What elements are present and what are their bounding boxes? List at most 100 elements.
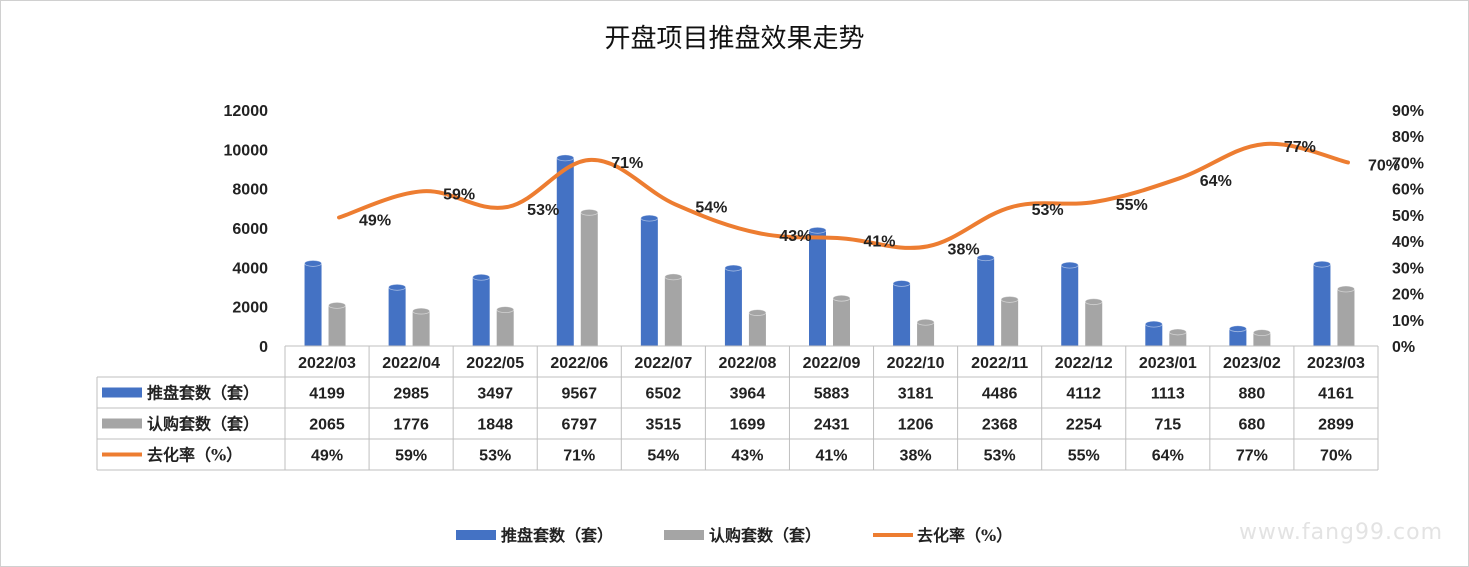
table-legend-key: [102, 387, 142, 398]
y2-tick-label: 20%: [1392, 287, 1424, 304]
bar-supply: [1313, 264, 1331, 346]
x-tick-label: 2022/06: [550, 355, 608, 372]
bar-subscribe-cap: [916, 318, 935, 326]
bar-supply: [472, 277, 490, 346]
bar-supply: [640, 218, 658, 346]
rate-data-label: 64%: [1200, 173, 1232, 190]
bar-subscribe-cap: [412, 307, 431, 315]
table-cell: 1776: [393, 417, 429, 434]
table-cell: 6797: [561, 417, 597, 434]
bar-subscribe: [917, 322, 935, 346]
table-cell: 54%: [647, 448, 679, 465]
x-tick-label: 2022/03: [298, 355, 356, 372]
rate-data-label: 71%: [611, 155, 643, 172]
rate-data-label: 77%: [1284, 139, 1316, 156]
x-tick-label: 2023/01: [1139, 355, 1197, 372]
y-tick-label: 6000: [232, 221, 268, 238]
bar-subscribe: [833, 298, 850, 346]
bar-supply: [893, 283, 911, 346]
chart-title: 开盘项目推盘效果走势: [604, 24, 865, 54]
table-cell: 2985: [393, 386, 429, 403]
table-cell: 49%: [311, 448, 343, 465]
table-cell: 38%: [900, 448, 932, 465]
bar-supply: [1061, 265, 1079, 346]
rate-data-label: 43%: [779, 228, 811, 245]
table-cell: 1848: [477, 417, 513, 434]
table-cell: 2065: [309, 417, 345, 434]
bar-subscribe-cap: [496, 306, 515, 314]
x-tick-label: 2022/11: [971, 355, 1028, 372]
y2-tick-label: 40%: [1392, 234, 1424, 251]
bar-subscribe: [1337, 288, 1355, 346]
bar-supply-cap: [1060, 261, 1079, 269]
y2-tick-label: 30%: [1392, 260, 1424, 277]
bar-supply: [556, 157, 574, 346]
table-row-label: 推盘套数（套）: [147, 384, 259, 403]
bar-supply: [304, 263, 322, 346]
table-row-label: 认购套数（套）: [147, 415, 259, 434]
bar-subscribe: [496, 309, 514, 346]
table-cell: 59%: [395, 448, 427, 465]
bar-subscribe-cap: [748, 309, 767, 316]
x-tick-label: 2022/08: [719, 355, 777, 372]
y-tick-label: 12000: [224, 103, 269, 120]
bar-supply-cap: [388, 283, 407, 291]
bar-subscribe: [1169, 331, 1187, 346]
bar-supply-cap: [1144, 320, 1163, 328]
bar-subscribe-cap: [328, 301, 346, 309]
bar-supply-cap: [1228, 325, 1247, 333]
legend-key-subscribe: [664, 530, 704, 540]
y-tick-label: 2000: [232, 300, 268, 317]
bar-subscribe-cap: [1168, 328, 1187, 336]
table-cell: 4486: [982, 386, 1018, 403]
bar-subscribe: [664, 276, 682, 346]
table-cell: 3515: [646, 417, 682, 434]
y2-tick-label: 0%: [1392, 339, 1415, 356]
bar-subscribe: [748, 312, 766, 346]
table-cell: 70%: [1320, 448, 1352, 465]
bar-supply-cap: [976, 254, 995, 262]
table-cell: 1113: [1151, 386, 1185, 403]
bar-subscribe-cap: [1337, 285, 1355, 293]
legend-label-supply: 推盘套数（套）: [501, 526, 613, 545]
y2-tick-label: 60%: [1392, 182, 1424, 199]
table-row-label: 去化率（%）: [147, 446, 242, 465]
table-cell: 6502: [646, 386, 682, 403]
legend-label-rate: 去化率（%）: [917, 526, 1012, 545]
bar-subscribe-cap: [1084, 298, 1103, 306]
y-tick-label: 10000: [224, 142, 269, 159]
bar-subscribe: [1253, 332, 1271, 346]
bar-subscribe-cap: [1000, 296, 1019, 303]
table-cell: 9567: [561, 386, 597, 403]
x-tick-label: 2023/03: [1307, 355, 1365, 372]
table-cell: 2899: [1318, 417, 1354, 434]
table-cell: 53%: [479, 448, 511, 465]
bar-supply-cap: [556, 154, 575, 162]
bar-subscribe: [580, 212, 598, 346]
table-cell: 2431: [814, 417, 850, 434]
rate-data-label: 54%: [695, 199, 727, 216]
table-cell: 715: [1154, 417, 1181, 434]
rate-data-label: 59%: [443, 186, 475, 203]
table-cell: 5883: [814, 386, 850, 403]
table-cell: 4199: [309, 386, 345, 403]
bar-supply: [388, 287, 406, 346]
bar-subscribe: [1001, 299, 1019, 346]
bar-supply-cap: [1313, 260, 1331, 268]
table-cell: 3964: [730, 386, 766, 403]
bar-supply: [1145, 324, 1163, 346]
rate-data-label: 53%: [1032, 202, 1064, 219]
bar-supply-cap: [808, 226, 827, 234]
bar-supply-cap: [304, 260, 322, 267]
bar-subscribe: [412, 311, 430, 346]
bar-supply: [977, 257, 995, 346]
table-cell: 41%: [815, 448, 847, 465]
x-tick-label: 2022/04: [382, 355, 440, 372]
table-cell: 3497: [477, 386, 513, 403]
table-cell: 680: [1239, 417, 1266, 434]
table-cell: 64%: [1152, 448, 1184, 465]
watermark: www.fang99.com: [1238, 520, 1443, 545]
rate-data-label: 38%: [948, 241, 980, 258]
table-cell: 2254: [1066, 417, 1102, 434]
